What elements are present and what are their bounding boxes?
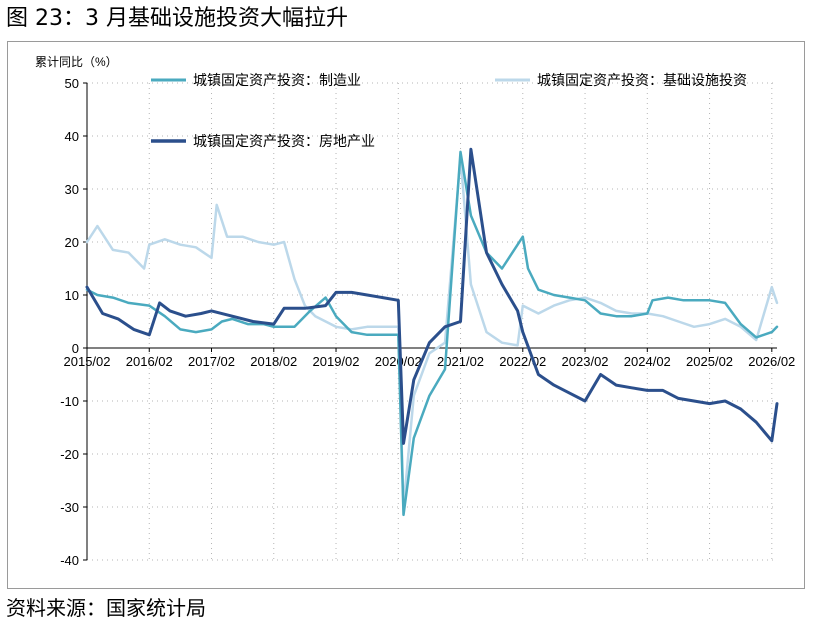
- series-line-infrastructure: [85, 155, 779, 509]
- y-tick-label: 10: [65, 288, 79, 303]
- y-tick-label: -30: [60, 500, 79, 515]
- legend-label-manufacturing: 城镇固定资产投资：制造业: [193, 72, 361, 88]
- chart-frame: [7, 41, 805, 589]
- y-tick-label: 50: [65, 76, 79, 91]
- x-tick-label: 2017/02: [188, 354, 235, 369]
- x-tick-label: 2019/02: [313, 354, 360, 369]
- series-line-manufacturing: [85, 150, 779, 517]
- x-tick-label: 2024/02: [624, 354, 671, 369]
- y-tick-label: 30: [65, 182, 79, 197]
- y-tick-label: -20: [60, 447, 79, 462]
- grid: [87, 82, 777, 561]
- x-tick-label: 2023/02: [562, 354, 609, 369]
- legend-label-infrastructure: 城镇固定资产投资：基础设施投资: [537, 72, 747, 88]
- figure-source: 资料来源：国家统计局: [6, 596, 206, 620]
- x-tick-label: 2022/02: [499, 354, 546, 369]
- y-tick-label: -40: [60, 553, 79, 568]
- y-tick-label: -10: [60, 394, 79, 409]
- x-tick-label: 2021/02: [437, 354, 484, 369]
- x-tick-label: 2026/02: [748, 354, 795, 369]
- series-lines: [85, 147, 779, 517]
- figure-title: 图 23：3 月基础设施投资大幅拉升: [6, 6, 348, 31]
- legend-label-real-estate: 城镇固定资产投资：房地产业: [193, 133, 375, 149]
- y-axis-label: 累计同比（%）: [35, 55, 118, 69]
- y-tick-label: 40: [65, 129, 79, 144]
- series-line-real-estate: [85, 147, 779, 445]
- y-tick-label: 20: [65, 235, 79, 250]
- y-tick-label: 0: [72, 341, 79, 356]
- x-tick-label: 2016/02: [126, 354, 173, 369]
- x-tick-label: 2018/02: [250, 354, 297, 369]
- x-tick-label: 2025/02: [686, 354, 733, 369]
